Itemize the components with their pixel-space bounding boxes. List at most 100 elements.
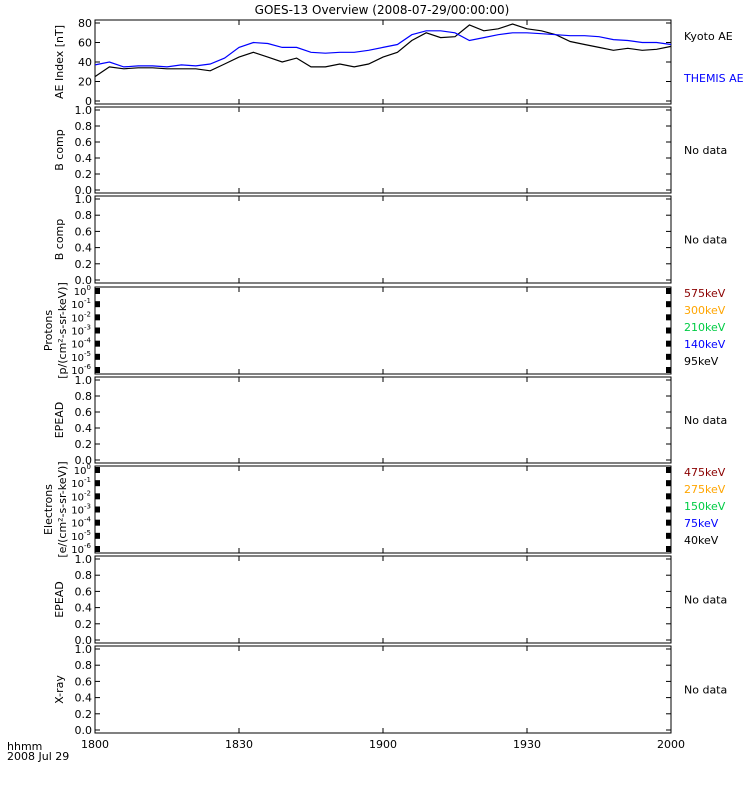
electrons-ytick-label: 10-2 bbox=[71, 489, 91, 503]
epead2-ytick-label: 0.4 bbox=[75, 602, 93, 615]
protons-legend-item: 95keV bbox=[684, 355, 719, 368]
protons-ytick-label: 10-5 bbox=[71, 350, 91, 364]
x-tick-label: 1800 bbox=[81, 738, 109, 751]
epead1-frame bbox=[94, 376, 672, 464]
electrons-ylabel: Electrons bbox=[42, 484, 55, 535]
ae-ylabel: AE Index [nT] bbox=[53, 25, 66, 99]
xray-ytick-label: 0.2 bbox=[75, 708, 93, 721]
xray-ytick-label: 0.8 bbox=[75, 659, 93, 672]
bcomp2-ytick-label: 0.8 bbox=[75, 209, 93, 222]
epead2-ytick-label: 1.0 bbox=[75, 553, 93, 566]
time-axis-label-date: 2008 Jul 29 bbox=[7, 750, 69, 763]
electrons-ytick-label: 100 bbox=[74, 463, 91, 477]
xray-ytick-label: 0.4 bbox=[75, 692, 93, 705]
electrons-legend-item: 150keV bbox=[684, 500, 726, 513]
bcomp2-ytick-label: 0.2 bbox=[75, 258, 93, 271]
electrons-ytick-block bbox=[95, 519, 100, 526]
bcomp1-ylabel: B comp bbox=[53, 129, 66, 171]
protons-ytick-label: 100 bbox=[74, 284, 91, 298]
protons-ytick-block bbox=[666, 314, 671, 321]
protons-legend-item: 575keV bbox=[684, 287, 726, 300]
electrons-ytick-block bbox=[95, 546, 100, 552]
bcomp2-ytick-label: 0.0 bbox=[75, 274, 93, 287]
protons-ytick-block bbox=[95, 327, 100, 334]
protons-frame bbox=[94, 286, 672, 375]
protons-ytick-block bbox=[95, 301, 100, 308]
xray-ytick-label: 0.6 bbox=[75, 675, 93, 688]
electrons-ytick-block bbox=[95, 480, 100, 487]
electrons-ytick-label: 10-4 bbox=[71, 516, 91, 530]
epead1-ylabel: EPEAD bbox=[53, 402, 66, 439]
xray-frame bbox=[94, 645, 672, 734]
xray-ytick-label: 0.0 bbox=[75, 724, 93, 737]
bcomp1-ytick-label: 0.0 bbox=[75, 184, 93, 197]
electrons-legend-item: 40keV bbox=[684, 534, 719, 547]
epead1-ytick-label: 0.6 bbox=[75, 406, 93, 419]
epead1-no-data-label: No data bbox=[684, 414, 727, 427]
protons-ytick-block bbox=[95, 340, 100, 347]
bcomp1-ytick-label: 1.0 bbox=[75, 104, 93, 117]
protons-ytick-block bbox=[95, 314, 100, 321]
electrons-ytick-block bbox=[666, 467, 671, 473]
epead2-ylabel: EPEAD bbox=[53, 581, 66, 618]
electrons-legend-item: 275keV bbox=[684, 483, 726, 496]
bcomp2-no-data-label: No data bbox=[684, 234, 727, 247]
protons-ytick-block bbox=[95, 288, 100, 294]
bcomp2-ytick-label: 1.0 bbox=[75, 193, 93, 206]
electrons-ytick-block bbox=[666, 532, 671, 539]
bcomp1-ytick-label: 0.4 bbox=[75, 152, 93, 165]
x-tick-label: 1830 bbox=[225, 738, 253, 751]
bcomp2-frame bbox=[94, 195, 672, 284]
protons-ylabel-units: [p/(cm²-s-sr-keV)] bbox=[56, 282, 69, 379]
ae-series-0 bbox=[94, 23, 672, 78]
bcomp1-no-data-label: No data bbox=[684, 144, 727, 157]
epead2-no-data-label: No data bbox=[684, 594, 727, 607]
ae-series-1 bbox=[94, 30, 672, 68]
protons-legend-item: 300keV bbox=[684, 304, 726, 317]
bcomp1-frame bbox=[94, 106, 672, 194]
ae-ytick-label: 40 bbox=[78, 56, 92, 69]
epead1-ytick-label: 0.4 bbox=[75, 422, 93, 435]
ae-ytick-label: 80 bbox=[78, 17, 92, 30]
protons-ytick-label: 10-3 bbox=[71, 324, 91, 338]
protons-ytick-label: 10-4 bbox=[71, 337, 91, 351]
protons-ytick-block bbox=[95, 353, 100, 360]
epead1-ytick-label: 0.0 bbox=[75, 454, 93, 467]
protons-ytick-block bbox=[666, 340, 671, 347]
ae-frame bbox=[94, 19, 672, 105]
bcomp2-ytick-label: 0.6 bbox=[75, 225, 93, 238]
protons-legend-item: 140keV bbox=[684, 338, 726, 351]
bcomp2-ytick-label: 0.4 bbox=[75, 242, 93, 255]
protons-legend-item: 210keV bbox=[684, 321, 726, 334]
panels-group: 0 20 40 60 80 AE Index [nT] Kyoto AE THEMIS AE 0… bbox=[42, 17, 744, 751]
electrons-legend-item: 475keV bbox=[684, 466, 726, 479]
electrons-ytick-block bbox=[666, 480, 671, 487]
ae-legend-item: Kyoto AE bbox=[684, 30, 733, 43]
electrons-ytick-block bbox=[666, 493, 671, 500]
protons-ytick-block bbox=[666, 367, 671, 373]
protons-ytick-label: 10-2 bbox=[71, 310, 91, 324]
electrons-ytick-block bbox=[666, 506, 671, 513]
electrons-ytick-block bbox=[95, 506, 100, 513]
ae-ytick-label: 0 bbox=[85, 95, 92, 108]
bcomp1-ytick-label: 0.8 bbox=[75, 120, 93, 133]
xray-ytick-label: 1.0 bbox=[75, 643, 93, 656]
epead1-ytick-label: 0.8 bbox=[75, 390, 93, 403]
protons-ytick-block bbox=[666, 353, 671, 360]
epead2-ytick-label: 0.6 bbox=[75, 585, 93, 598]
protons-ytick-block bbox=[666, 288, 671, 294]
protons-ytick-block bbox=[95, 367, 100, 373]
electrons-ytick-block bbox=[95, 493, 100, 500]
time-axis-label-unit: hhmm bbox=[7, 740, 42, 753]
ae-ytick-label: 60 bbox=[78, 37, 92, 50]
figure-title: GOES-13 Overview (2008-07-29/00:00:00) bbox=[255, 3, 510, 17]
electrons-ytick-block bbox=[666, 519, 671, 526]
electrons-ylabel-units: [e/(cm²-s-sr-keV)] bbox=[56, 461, 69, 557]
protons-ylabel: Protons bbox=[42, 310, 55, 351]
bcomp1-ytick-label: 0.6 bbox=[75, 136, 93, 149]
electrons-frame bbox=[94, 465, 672, 554]
electrons-ytick-block bbox=[666, 546, 671, 552]
epead2-ytick-label: 0.8 bbox=[75, 569, 93, 582]
